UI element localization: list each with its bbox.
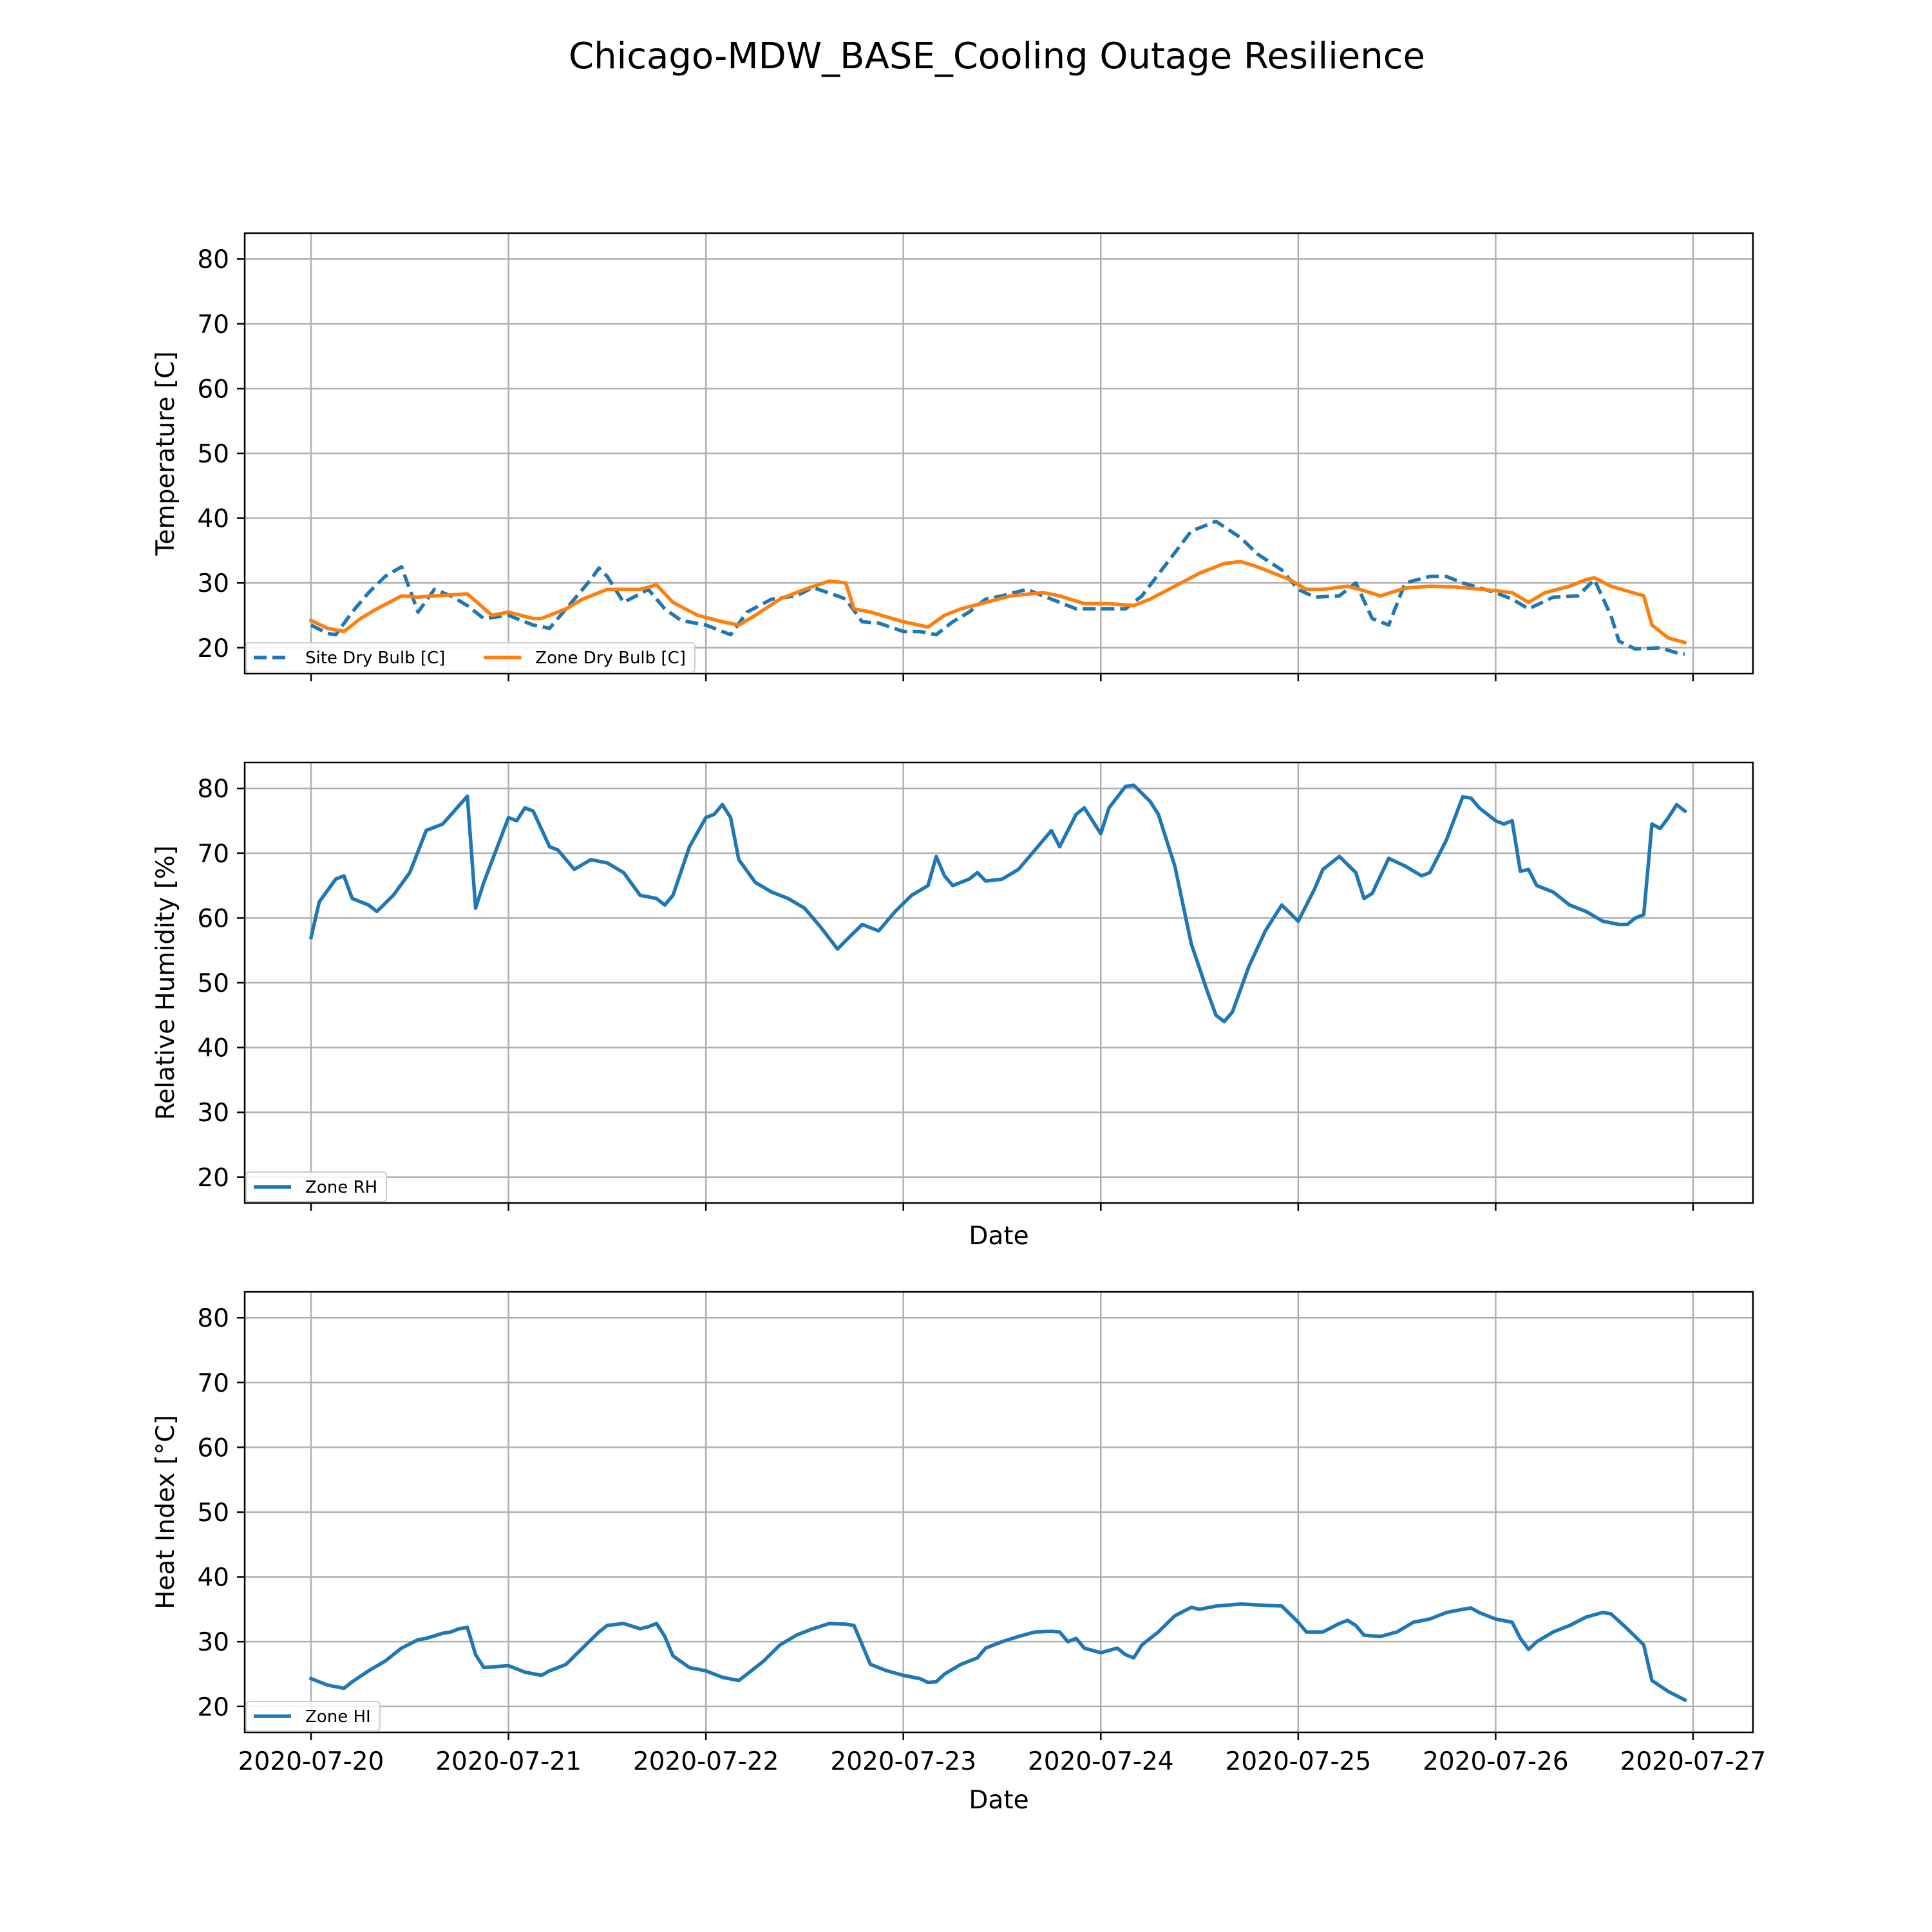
legend-label: Zone HI [305,1707,371,1727]
x-tick-label: 2020-07-20 [238,1747,384,1776]
y-tick-label: 30 [197,1628,229,1657]
y-tick-label: 60 [197,904,229,933]
legend-box [245,1701,381,1732]
y-tick-label: 60 [197,1434,229,1463]
legend: Site Dry Bulb [C] Zone Dry Bulb [C] [245,642,696,673]
plot-frame [243,1291,1754,1734]
series-line-site-dry-bulb-c [310,519,1685,656]
chart-title: Chicago-MDW_BASE_Cooling Outage Resilien… [569,35,1425,77]
legend: Zone RH [245,1171,388,1202]
x-tick-label: 2020-07-26 [1423,1747,1569,1776]
series-line-zone-hi [308,1602,1687,1703]
y-tick-label: 80 [197,245,229,274]
y-tick-label: 80 [197,1304,229,1333]
y-tick-label: 20 [197,1164,229,1193]
x-tick-label: 2020-07-24 [1028,1747,1174,1776]
plot-frame [243,232,1754,675]
panel-2: 20 30 40 50 60 70 80 Relative Humidity [%] Date Z… [151,761,1754,1251]
y-tick-label: 20 [197,1693,229,1722]
legend-label: Zone RH [305,1178,377,1197]
x-tick-label: 2020-07-23 [830,1747,976,1776]
y-tick-label: 60 [197,375,229,404]
x-tick-label: 2020-07-21 [435,1747,582,1776]
x-tick-label: 2020-07-22 [633,1747,779,1776]
panel-3: 20 30 40 50 60 70 80 2020-07-20 2020-07-21 2020-0… [151,1291,1766,1815]
y-tick-label: 40 [197,1034,229,1063]
y-tick-label: 70 [197,1369,229,1398]
legend-box [245,1171,388,1202]
legend: Zone HI [245,1701,381,1732]
x-axis-label: Date [969,1786,1028,1815]
y-tick-label: 20 [197,634,229,663]
y-tick-label: 40 [197,1564,229,1593]
y-tick-label: 50 [197,969,229,998]
y-tick-label: 40 [197,505,229,534]
y-axis-label: Temperature [C] [151,351,180,556]
y-tick-label: 30 [197,569,229,598]
y-tick-label: 80 [197,775,229,804]
legend-label: Zone Dry Bulb [C] [535,649,686,668]
y-axis-label: Heat Index [°C] [151,1415,180,1609]
x-axis-label: Date [969,1222,1028,1251]
legend-box [245,642,696,673]
y-tick-label: 30 [197,1099,229,1128]
panels-container: 20 30 40 50 60 70 80 Temperature [C] Site Dry Bu… [151,232,1766,1815]
y-axis-label: Relative Humidity [%] [151,846,180,1120]
y-tick-label: 50 [197,1499,229,1528]
y-tick-label: 70 [197,840,229,869]
panel-1: 20 30 40 50 60 70 80 Temperature [C] Site Dry Bu… [151,232,1754,681]
plot-frame [243,761,1754,1204]
x-tick-label: 2020-07-25 [1226,1747,1372,1776]
x-tick-label: 2020-07-27 [1620,1747,1766,1776]
series-line-zone-rh [308,783,1688,1024]
legend-label: Site Dry Bulb [C] [305,649,445,668]
series-line-zone-dry-bulb-c [308,560,1687,645]
y-tick-label: 50 [197,440,229,469]
y-tick-label: 70 [197,310,229,339]
